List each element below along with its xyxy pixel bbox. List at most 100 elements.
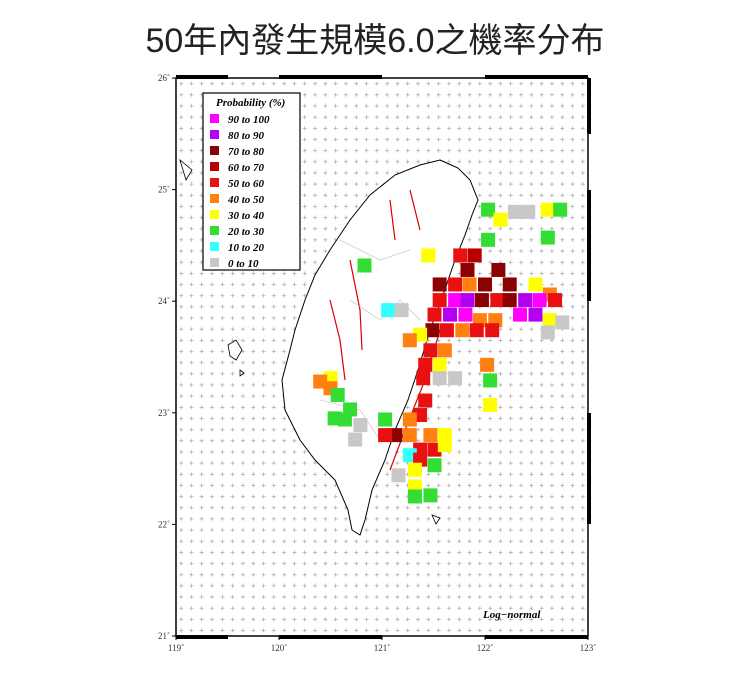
legend: Probability (%) 90 to 100 80 to 90 70 to 8…	[202, 92, 301, 271]
x-tick-label: 122˚	[477, 643, 494, 653]
cell	[483, 397, 498, 412]
cell	[378, 428, 393, 443]
cell	[540, 202, 555, 217]
legend-swatch	[210, 194, 219, 203]
cell	[378, 412, 393, 427]
cell	[460, 262, 475, 277]
legend-box	[202, 92, 301, 271]
cell	[528, 277, 543, 292]
cell	[481, 202, 496, 217]
cell	[416, 371, 431, 386]
legend-label: 0 to 10	[228, 258, 259, 270]
cell	[348, 432, 363, 447]
legend-swatch	[210, 226, 219, 235]
cell	[474, 293, 489, 308]
cell	[425, 323, 440, 338]
cell	[462, 277, 477, 292]
annotation: Log−normal	[482, 609, 541, 621]
legend-label: 20 to 30	[227, 226, 265, 238]
cell	[469, 323, 484, 338]
legend-swatch	[210, 114, 219, 123]
legend-label: 10 to 20	[228, 242, 265, 254]
legend-label: 30 to 40	[227, 210, 265, 222]
cell	[381, 303, 396, 318]
cell	[540, 325, 555, 340]
cell	[394, 303, 409, 318]
cell	[483, 373, 498, 388]
cell	[432, 371, 447, 386]
cell	[460, 293, 475, 308]
cell	[540, 230, 555, 245]
legend-label: 80 to 90	[228, 130, 265, 142]
probability-cells	[313, 202, 570, 504]
cell	[458, 307, 473, 322]
y-tick-label: 24˚	[158, 296, 170, 306]
cell	[432, 277, 447, 292]
x-tick-label: 120˚	[271, 643, 288, 653]
cell	[507, 204, 522, 219]
cell	[555, 315, 570, 330]
cell	[481, 232, 496, 247]
cell	[513, 307, 528, 322]
cell	[391, 468, 406, 483]
cell	[467, 248, 482, 263]
cell	[418, 357, 433, 372]
cell	[502, 277, 517, 292]
legend-swatch	[210, 258, 219, 267]
cell	[502, 293, 517, 308]
legend-label: 50 to 60	[228, 178, 265, 190]
y-tick-label: 23˚	[158, 408, 170, 418]
cell	[437, 438, 452, 453]
cell	[455, 323, 470, 338]
cell	[553, 202, 568, 217]
cell	[542, 313, 557, 328]
cell	[490, 293, 505, 308]
legend-swatch	[210, 146, 219, 155]
legend-label: 90 to 100	[228, 114, 270, 126]
cell	[432, 293, 447, 308]
x-tick-label: 121˚	[374, 643, 391, 653]
cell	[402, 333, 417, 348]
cell	[423, 343, 438, 358]
cell	[421, 248, 436, 263]
legend-label: 40 to 50	[227, 194, 265, 206]
cell	[437, 343, 452, 358]
cell	[407, 462, 422, 477]
cell	[402, 428, 417, 443]
cell	[532, 293, 547, 308]
cell	[357, 258, 372, 273]
cell	[427, 307, 442, 322]
cell	[491, 262, 506, 277]
y-tick-label: 21˚	[158, 631, 170, 641]
y-tick-label: 25˚	[158, 185, 170, 195]
cell	[521, 204, 536, 219]
cell	[453, 248, 468, 263]
legend-title: Probability (%)	[216, 97, 285, 109]
legend-swatch	[210, 162, 219, 171]
title: 50年內發生規模6.0之機率分布	[145, 22, 604, 60]
legend-label: 60 to 70	[228, 162, 265, 174]
cell	[432, 357, 447, 372]
cell	[407, 489, 422, 504]
cell	[353, 418, 368, 433]
x-tick-label: 123˚	[580, 643, 597, 653]
cell	[478, 277, 492, 292]
cell	[423, 428, 438, 443]
cell	[337, 412, 352, 427]
y-tick-label: 22˚	[158, 519, 170, 529]
cell	[418, 393, 433, 408]
cell	[442, 307, 457, 322]
legend-swatch	[210, 210, 219, 219]
legend-swatch	[210, 130, 219, 139]
cell	[427, 458, 442, 473]
legend-swatch	[210, 178, 219, 187]
cell	[518, 293, 533, 308]
cell	[493, 212, 508, 227]
cell	[528, 307, 543, 322]
y-tick-label: 26˚	[158, 73, 170, 83]
cell	[423, 488, 438, 503]
legend-swatch	[210, 242, 219, 251]
cell	[448, 277, 463, 292]
